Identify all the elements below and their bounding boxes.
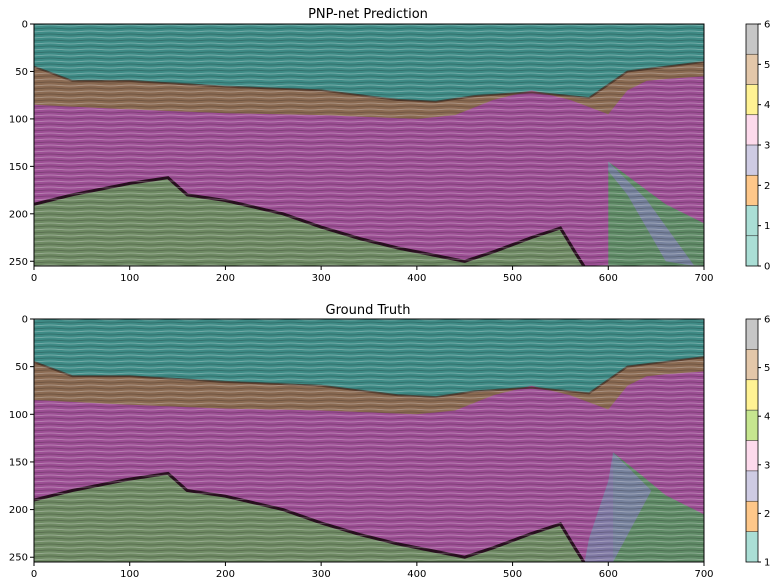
x-tick-label: 300 xyxy=(312,273,331,284)
colorbar-segment xyxy=(746,145,758,176)
x-tick-label: 400 xyxy=(407,569,426,580)
y-tick-label: 150 xyxy=(9,162,28,173)
x-tick-label: 700 xyxy=(694,273,713,284)
colorbar-tick-label: 6 xyxy=(764,20,770,31)
colorbar-segment xyxy=(746,410,758,441)
axes: 0 100 200 300 400 500 600 700 0 50 100 150 200 250 xyxy=(9,315,714,581)
x-tick-label: 400 xyxy=(407,273,426,284)
x-tick-label: 200 xyxy=(216,569,235,580)
plot-area xyxy=(34,24,704,266)
colorbar-segment xyxy=(746,501,758,532)
colorbar: 1 2 3 4 5 6 xyxy=(745,315,770,569)
colorbar-tick-label: 5 xyxy=(764,363,770,374)
panel-ground-truth: Ground Truth 0 100 200 300 400 500 600 70005010… xyxy=(9,303,770,580)
colorbar-segment xyxy=(746,205,758,236)
x-tick-label: 100 xyxy=(120,273,139,284)
x-tick-label: 700 xyxy=(694,569,713,580)
x-tick-label: 300 xyxy=(312,569,331,580)
y-tick-label: 100 xyxy=(9,410,28,421)
y-tick-label: 100 xyxy=(9,114,28,125)
colorbar-segment xyxy=(746,235,758,266)
colorbar-segment xyxy=(746,319,758,350)
colorbar-tick-label: 5 xyxy=(764,60,770,71)
plot-area xyxy=(34,319,704,562)
axes: 0 100 200 300 400 500 600 700 0 50 100 150 200 250 xyxy=(9,20,714,285)
colorbar-tick-label: 2 xyxy=(764,181,770,192)
colorbar-tick-label: 6 xyxy=(764,315,770,326)
y-tick-label: 50 xyxy=(15,67,28,78)
x-tick-label: 600 xyxy=(599,569,618,580)
x-tick-label: 0 xyxy=(31,273,37,284)
colorbar-tick-label: 4 xyxy=(764,100,770,111)
x-tick-label: 500 xyxy=(503,569,522,580)
colorbar-tick-label: 3 xyxy=(764,460,770,471)
x-tick-label: 0 xyxy=(31,569,37,580)
colorbar-segment xyxy=(746,24,758,55)
y-tick-label: 0 xyxy=(22,315,28,326)
colorbar-tick-label: 1 xyxy=(764,221,770,232)
colorbar-segment xyxy=(746,54,758,85)
y-tick-label: 0 xyxy=(22,20,28,31)
colorbar-tick-label: 4 xyxy=(764,412,770,423)
y-tick-label: 50 xyxy=(15,362,28,373)
colorbar-segment xyxy=(746,349,758,380)
panel-prediction: PNP-net Prediction 0 100 200 300 400 500 600 70… xyxy=(9,7,770,284)
y-tick-label: 200 xyxy=(9,505,28,516)
colorbar-tick-label: 2 xyxy=(764,509,770,520)
colorbar-segment xyxy=(746,531,758,562)
colorbar: 0 1 2 3 4 5 6 xyxy=(745,20,770,273)
colorbar-segment xyxy=(746,440,758,471)
colorbar-segment xyxy=(746,114,758,145)
y-tick-label: 200 xyxy=(9,209,28,220)
colorbar-segment xyxy=(746,84,758,115)
x-tick-label: 100 xyxy=(120,569,139,580)
chart-title: Ground Truth xyxy=(326,303,411,318)
colorbar-tick-label: 0 xyxy=(764,262,770,273)
y-tick-label: 150 xyxy=(9,457,28,468)
y-tick-label: 250 xyxy=(9,257,28,268)
colorbar-segment xyxy=(746,379,758,411)
x-tick-label: 500 xyxy=(503,273,522,284)
colorbar-segment xyxy=(746,470,758,502)
x-tick-label: 600 xyxy=(599,273,618,284)
chart-title: PNP-net Prediction xyxy=(308,7,428,22)
colorbar-segment xyxy=(746,175,758,206)
x-tick-label: 200 xyxy=(216,273,235,284)
colorbar-tick-label: 3 xyxy=(764,141,770,152)
colorbar-tick-label: 1 xyxy=(764,558,770,569)
y-tick-label: 250 xyxy=(9,553,28,564)
